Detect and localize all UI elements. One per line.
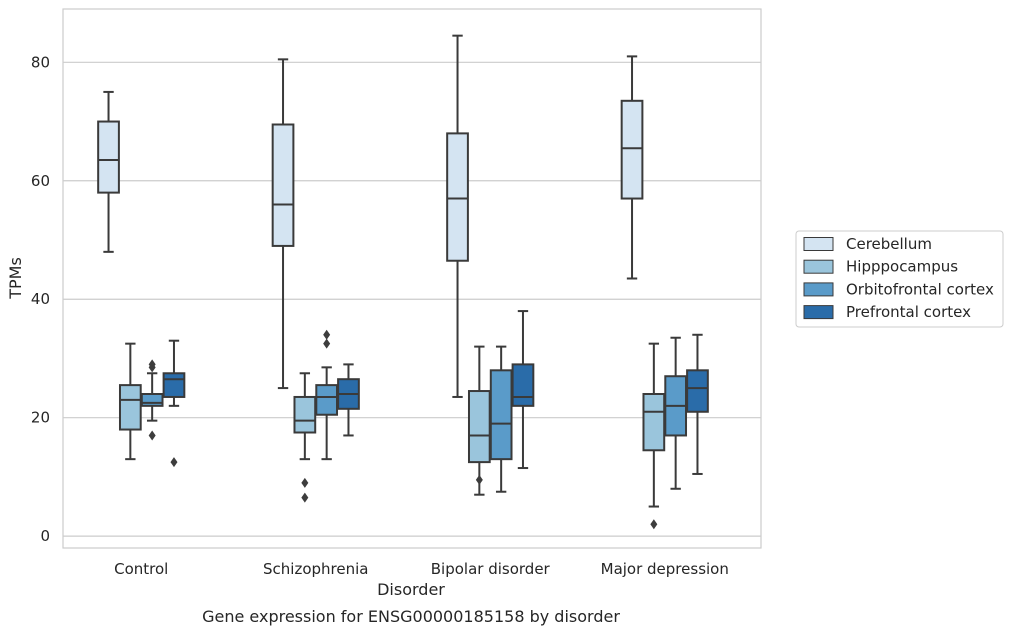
x-axis-tick-labels: Control Schizophrenia Bipolar disorder Majo… xyxy=(114,560,729,578)
box-control xyxy=(97,90,120,253)
box-control xyxy=(140,359,164,441)
y-tick-label-0: 0 xyxy=(40,527,50,545)
outlier-point xyxy=(650,519,658,530)
box-iqr xyxy=(140,393,164,407)
outlier-point xyxy=(301,477,309,488)
y-tick-label-20: 20 xyxy=(31,409,50,427)
box-iqr xyxy=(489,369,513,461)
legend-swatch xyxy=(803,237,834,251)
chart-title: Gene expression for ENSG00000185158 by d… xyxy=(202,607,620,626)
plot-area-frame xyxy=(62,8,762,549)
y-tick-label-60: 60 xyxy=(31,172,50,190)
x-axis-label: Disorder xyxy=(377,580,445,599)
box-iqr xyxy=(97,120,120,194)
x-tick-label: Control xyxy=(114,560,168,578)
outlier-point xyxy=(148,359,156,370)
box-iqr xyxy=(642,393,666,452)
box-bipolar-disorder xyxy=(489,345,513,493)
box-bipolar-disorder xyxy=(511,310,535,470)
box-iqr xyxy=(686,369,709,413)
outlier-point xyxy=(301,492,309,503)
box-control xyxy=(118,342,142,461)
series-orbitofrontal-cortex xyxy=(140,329,688,493)
box-series-layer xyxy=(97,34,709,530)
box-iqr xyxy=(315,384,339,416)
legend-label: Cerebellum xyxy=(846,235,932,253)
box-iqr xyxy=(446,132,469,262)
box-major-depression xyxy=(686,333,709,475)
box-schizophrenia xyxy=(337,363,360,437)
box-iqr xyxy=(162,372,186,398)
box-iqr xyxy=(620,99,644,200)
outlier-point xyxy=(475,474,483,485)
box-major-depression xyxy=(664,336,688,490)
series-prefrontal-cortex xyxy=(162,310,709,475)
outlier-point xyxy=(323,338,331,349)
box-schizophrenia xyxy=(293,372,317,503)
y-tick-label-40: 40 xyxy=(31,290,50,308)
box-bipolar-disorder xyxy=(446,34,469,398)
outlier-point xyxy=(148,430,156,441)
box-iqr xyxy=(467,390,491,464)
y-axis-tick-labels: 0 20 40 60 80 xyxy=(31,53,50,545)
legend-swatch xyxy=(803,259,834,274)
legend: Cerebellum Hipppocampus Orbitofrontal cort… xyxy=(795,230,1004,328)
x-tick-label: Bipolar disorder xyxy=(431,560,551,578)
legend-label: Orbitofrontal cortex xyxy=(846,280,994,298)
box-control xyxy=(162,339,186,468)
outlier-point xyxy=(170,457,178,468)
outlier-point xyxy=(323,329,331,340)
box-schizophrenia xyxy=(315,329,339,461)
legend-label: Prefrontal cortex xyxy=(846,303,971,321)
x-tick-label: Major depression xyxy=(601,560,729,578)
x-tick-label: Schizophrenia xyxy=(263,560,368,578)
legend-swatch xyxy=(803,305,834,320)
box-major-depression xyxy=(620,55,644,280)
box-iqr xyxy=(118,384,142,431)
box-iqr xyxy=(511,363,535,407)
series-cerebellum xyxy=(97,34,644,398)
legend-label: Hipppocampus xyxy=(846,258,958,276)
y-tick-label-80: 80 xyxy=(31,53,50,71)
box-iqr xyxy=(293,395,317,434)
legend-swatch xyxy=(803,282,834,297)
box-iqr xyxy=(271,123,295,247)
box-schizophrenia xyxy=(271,58,295,390)
box-bipolar-disorder xyxy=(467,345,491,496)
series-hipppocampus xyxy=(118,342,666,530)
box-major-depression xyxy=(642,342,666,530)
y-axis-label: TPMs xyxy=(6,257,25,300)
legend-frame xyxy=(795,230,1004,328)
